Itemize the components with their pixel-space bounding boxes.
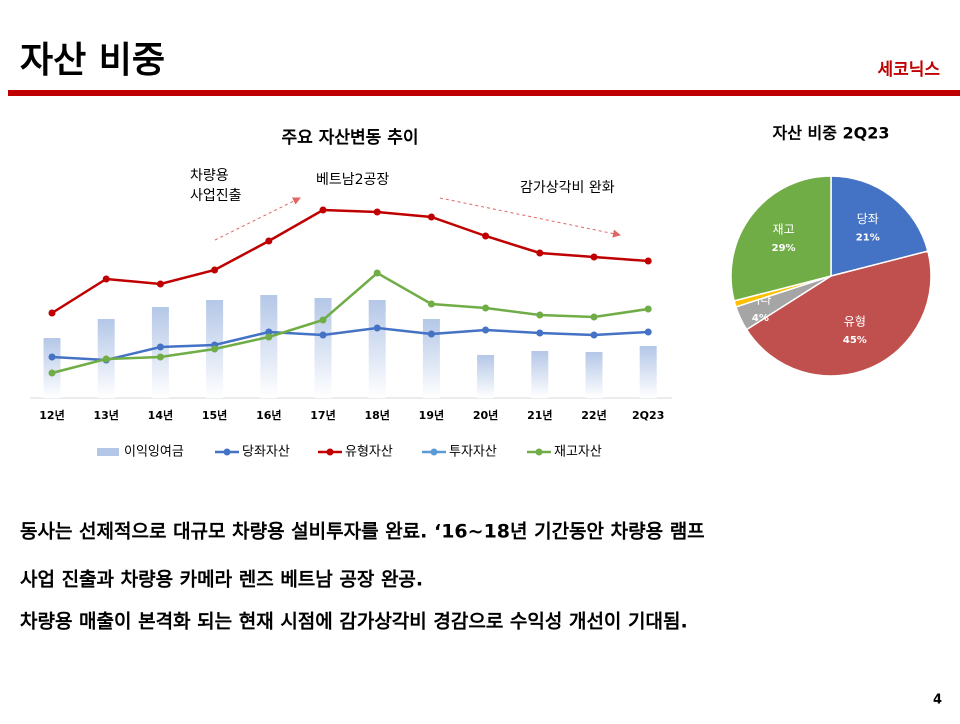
- legend-label: 재고자산: [554, 445, 602, 460]
- point: [373, 269, 381, 277]
- point: [265, 237, 273, 245]
- legend-label: 투자자산: [449, 445, 497, 460]
- point: [590, 331, 598, 339]
- point: [265, 328, 273, 336]
- annotation: 베트남2공장: [316, 172, 389, 188]
- point: [482, 326, 490, 334]
- bar: [260, 295, 278, 398]
- x-tick-label: 16년: [256, 408, 281, 422]
- chart-title: 주요 자산변동 추이: [282, 128, 419, 148]
- data-label: 45%: [843, 335, 867, 346]
- legend-swatch: [326, 448, 334, 456]
- bar: [639, 346, 657, 398]
- point: [373, 324, 381, 332]
- x-tick-label: 18년: [364, 408, 389, 422]
- legend-swatch: [430, 448, 438, 456]
- legend-swatch: [97, 448, 119, 456]
- x-tick-label: 22년: [581, 408, 606, 422]
- point: [156, 353, 164, 361]
- slide-title: 자산 비중: [20, 40, 165, 81]
- point: [102, 275, 110, 283]
- point: [536, 249, 544, 257]
- arrow: [439, 197, 621, 238]
- x-tick-label: 12년: [39, 408, 64, 422]
- data-label: 21%: [856, 233, 880, 244]
- bar: [422, 319, 440, 398]
- point: [265, 333, 273, 341]
- slice-label: 유형: [844, 315, 866, 329]
- x-tick-label: 15년: [202, 408, 227, 422]
- company: 세코닉스: [877, 60, 940, 80]
- point: [48, 309, 56, 317]
- slice-label: 재고: [773, 223, 795, 237]
- legend-swatch: [223, 448, 231, 456]
- legend-swatch: [535, 448, 543, 456]
- bar: [151, 307, 169, 398]
- data-label: 29%: [772, 243, 796, 254]
- point: [48, 353, 56, 361]
- point: [644, 305, 652, 313]
- legend-label: 유형자산: [345, 445, 393, 460]
- pie-slice: [730, 175, 832, 302]
- point: [156, 280, 164, 288]
- x-tick-label: 17년: [310, 408, 335, 422]
- point: [536, 311, 544, 319]
- point: [536, 329, 544, 337]
- data-label: 4%: [752, 313, 769, 324]
- point: [211, 345, 219, 353]
- x-tick-label: 19년: [419, 408, 444, 422]
- point: [427, 213, 435, 221]
- pie-slice: [745, 250, 932, 377]
- point: [427, 300, 435, 308]
- point: [590, 313, 598, 321]
- legend-label: 이익잉여금: [124, 445, 184, 460]
- point: [482, 304, 490, 312]
- point: [319, 331, 327, 339]
- page-number: 4: [933, 693, 942, 708]
- bar: [531, 351, 549, 398]
- pie-slice: [830, 175, 929, 277]
- line: [51, 208, 649, 315]
- chart-title: 자산 비중 2Q23: [772, 124, 889, 143]
- point: [482, 232, 490, 240]
- point: [102, 355, 110, 363]
- point: [590, 253, 598, 261]
- point: [427, 330, 435, 338]
- point: [319, 206, 327, 214]
- legend-label: 당좌자산: [242, 445, 290, 460]
- x-tick-label: 14년: [148, 408, 173, 422]
- annotation: 감가상각비 완화: [520, 180, 615, 196]
- header-rule: [8, 90, 960, 96]
- point: [211, 266, 219, 274]
- body-text: 동사는 선제적으로 대규모 차량용 설비투자를 완료. ‘16~18년 기간동안…: [20, 521, 705, 543]
- point: [319, 316, 327, 324]
- body-text: 차량용 매출이 본격화 되는 현재 시점에 감가상각비 경감으로 수익성 개선이…: [20, 611, 688, 633]
- point: [644, 257, 652, 265]
- x-tick-label: 21년: [527, 408, 552, 422]
- x-tick-label: 2Q23: [632, 409, 664, 422]
- line: [51, 271, 649, 375]
- x-tick-label: 13년: [93, 408, 118, 422]
- bar: [368, 300, 386, 398]
- point: [373, 208, 381, 216]
- point: [156, 343, 164, 351]
- annotation: 차량용 사업진출: [190, 168, 242, 204]
- point: [48, 369, 56, 377]
- bar: [477, 355, 495, 398]
- bar: [314, 298, 332, 398]
- line: [51, 326, 649, 362]
- point: [644, 328, 652, 336]
- slice-label: 당좌: [857, 212, 879, 226]
- bar: [43, 338, 61, 398]
- body-text: 사업 진출과 차량용 카메라 렌즈 베트남 공장 완공.: [20, 569, 423, 591]
- bar: [585, 352, 603, 398]
- x-tick-label: 20년: [473, 408, 498, 422]
- arrow: [214, 197, 301, 241]
